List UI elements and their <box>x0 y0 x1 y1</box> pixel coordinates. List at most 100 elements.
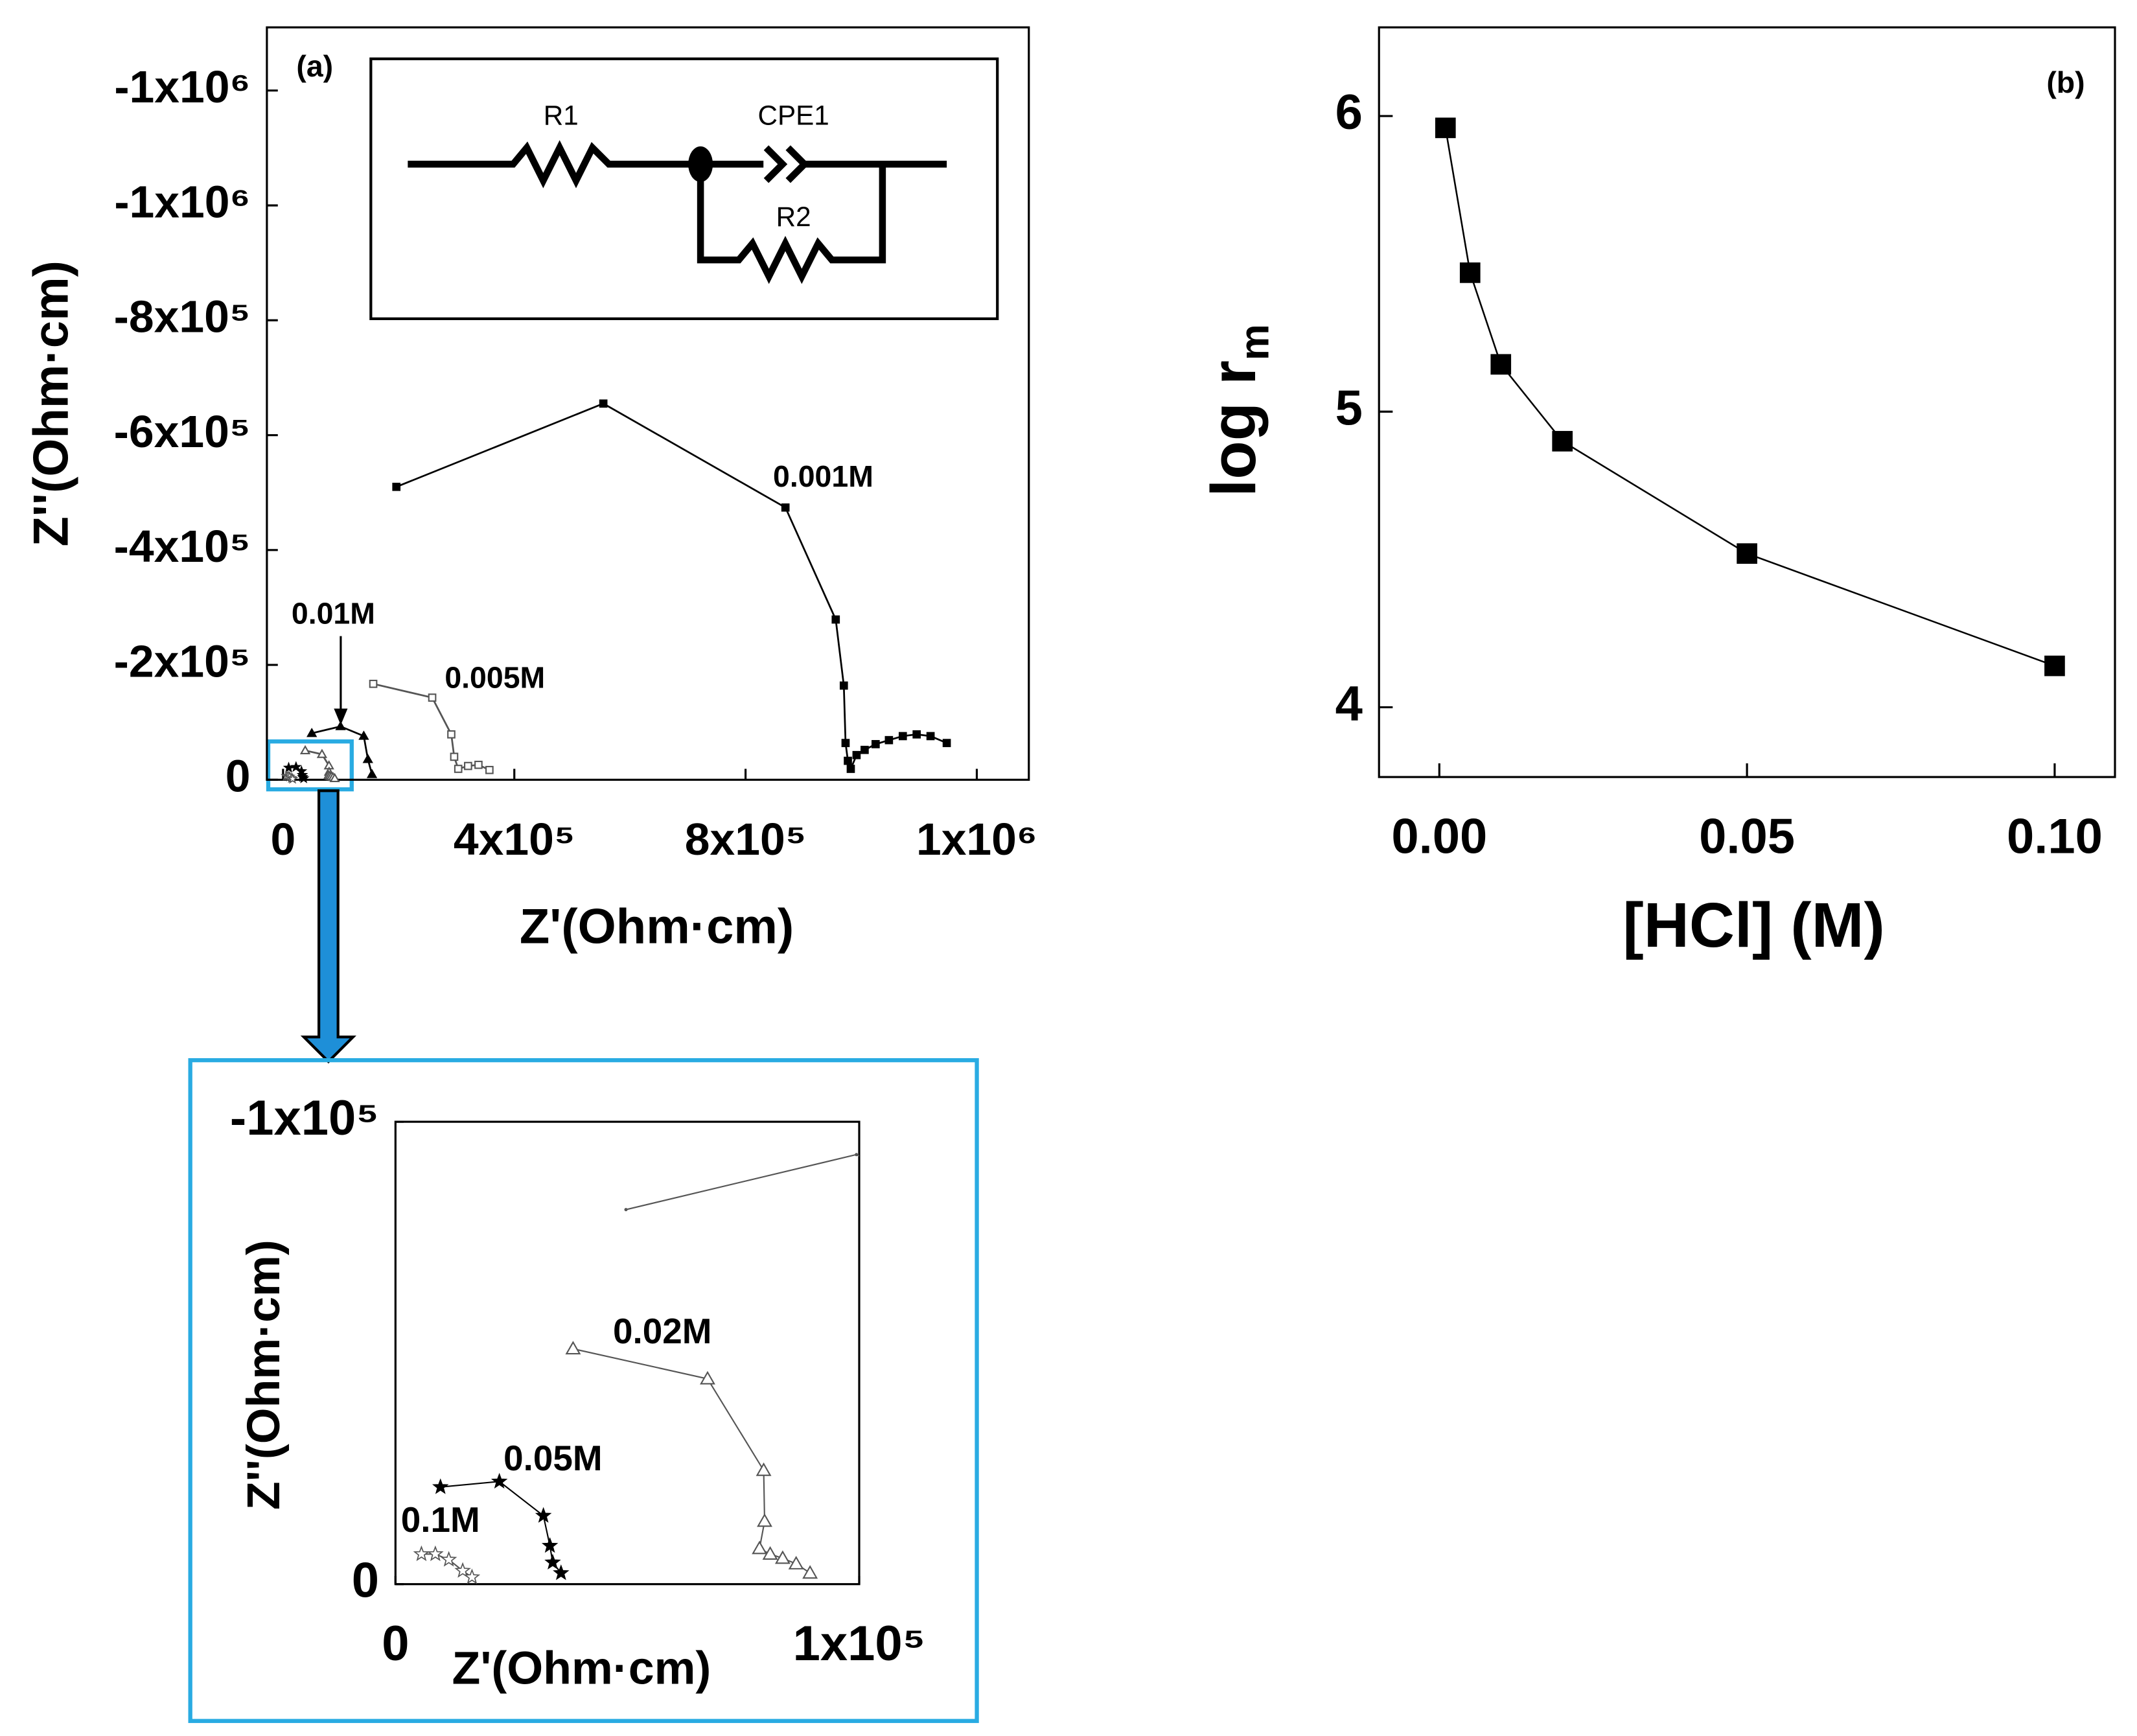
circuit-label: CPE1 <box>758 100 829 131</box>
series-line <box>625 1153 859 1210</box>
marker <box>427 1545 444 1562</box>
y-axis-title-subscript: m <box>1232 324 1277 360</box>
x-tick-label: 1x10⁵ <box>793 1616 926 1671</box>
marker <box>872 740 880 748</box>
x-axis-title: Z'(Ohm·cm) <box>520 899 794 955</box>
marker <box>1459 262 1481 283</box>
annotation-arrowhead <box>334 708 348 725</box>
x-tick-label: 0.00 <box>1391 809 1487 864</box>
series-label: 0.1M <box>401 1499 480 1540</box>
marker <box>362 754 373 763</box>
marker <box>286 772 299 784</box>
marker <box>283 761 295 773</box>
marker <box>788 1556 804 1569</box>
marker <box>392 482 401 491</box>
zoom-region <box>266 739 354 792</box>
marker <box>774 1550 791 1564</box>
x-tick-label: 0.05 <box>1699 809 1795 864</box>
x-axis-title: Z'(Ohm·cm) <box>452 1643 711 1695</box>
marker <box>454 765 463 773</box>
circuit-frame <box>369 57 999 320</box>
wire <box>408 140 701 189</box>
marker <box>831 615 840 624</box>
marker <box>898 732 907 741</box>
marker <box>299 745 311 755</box>
y-tick-label: 0 <box>225 751 251 802</box>
marker <box>2044 655 2065 677</box>
marker <box>884 735 894 745</box>
y-tick-label: -2x10⁵ <box>114 636 251 686</box>
y-tick-label: -1x10⁵ <box>230 1091 379 1146</box>
marker <box>474 760 483 769</box>
circuit-label: R2 <box>776 202 811 232</box>
y-axis-title: log rm <box>1197 324 1277 497</box>
marker <box>757 1513 772 1527</box>
marker <box>762 1546 778 1560</box>
marker <box>464 761 472 770</box>
x-tick-label: 0 <box>382 1616 409 1671</box>
y-axis-title-text: log r <box>1197 360 1268 496</box>
y-axis-title-text: Z''(Ohm·cm) <box>238 1240 290 1510</box>
series-label: 0.01M <box>292 596 375 630</box>
series-label: 0.05M <box>503 1438 603 1478</box>
marker <box>544 1553 561 1569</box>
panel-label: (a) <box>296 49 333 83</box>
series-line <box>573 1348 811 1574</box>
marker <box>329 772 340 783</box>
marker <box>844 756 852 765</box>
series-line <box>396 402 947 772</box>
x-tick-label: 0 <box>270 814 295 864</box>
marker <box>428 693 437 702</box>
marker <box>440 1551 457 1567</box>
series-line <box>1444 128 2055 667</box>
marker <box>366 769 378 778</box>
marker <box>1107 1538 1110 1542</box>
marker <box>565 1341 581 1355</box>
marker <box>447 730 456 739</box>
plot-frame <box>266 26 1030 781</box>
marker <box>926 732 935 741</box>
marker <box>1074 1417 1078 1420</box>
y-tick-label: 4 <box>1335 677 1363 732</box>
marker <box>358 730 369 740</box>
x-tick-label: 8x10⁵ <box>685 814 807 864</box>
marker <box>752 1540 768 1555</box>
circuit-diagram: R1 CPE1 R2 <box>369 57 999 320</box>
marker <box>369 679 378 688</box>
y-tick-label: -1x10⁶ <box>114 176 250 227</box>
x-tick-label: 0.10 <box>2007 809 2103 864</box>
x-tick-label: 1x10⁶ <box>916 814 1037 864</box>
marker <box>1435 117 1456 139</box>
marker <box>297 772 310 783</box>
zoom-frame <box>188 1058 979 1723</box>
plot-frame <box>1378 26 2116 778</box>
marker <box>781 503 790 512</box>
marker <box>335 721 346 730</box>
marker <box>841 739 850 747</box>
marker <box>450 752 459 761</box>
y-tick-label: -1x10⁶ <box>114 62 250 112</box>
wire <box>697 164 886 284</box>
y-axis-title-text: Z''(Ohm·cm) <box>24 260 79 546</box>
marker <box>756 1462 772 1476</box>
marker <box>316 748 328 758</box>
marker <box>485 765 494 774</box>
panel-label: (b) <box>2046 65 2085 99</box>
series-label: 0.02M <box>613 1311 712 1351</box>
plot-area <box>1435 117 2065 677</box>
marker <box>553 1564 570 1580</box>
y-axis-title: Z''(Ohm·cm) <box>24 260 79 546</box>
marker <box>413 1545 430 1562</box>
x-tick-label: 4x10⁵ <box>454 814 575 864</box>
marker <box>912 730 921 739</box>
marker <box>1552 431 1573 452</box>
marker <box>846 765 855 773</box>
circuit-label: R1 <box>544 100 579 131</box>
zoom-arrow <box>300 789 356 1064</box>
marker <box>855 1153 859 1157</box>
marker <box>432 1478 449 1494</box>
marker <box>290 761 302 772</box>
marker <box>852 750 861 759</box>
